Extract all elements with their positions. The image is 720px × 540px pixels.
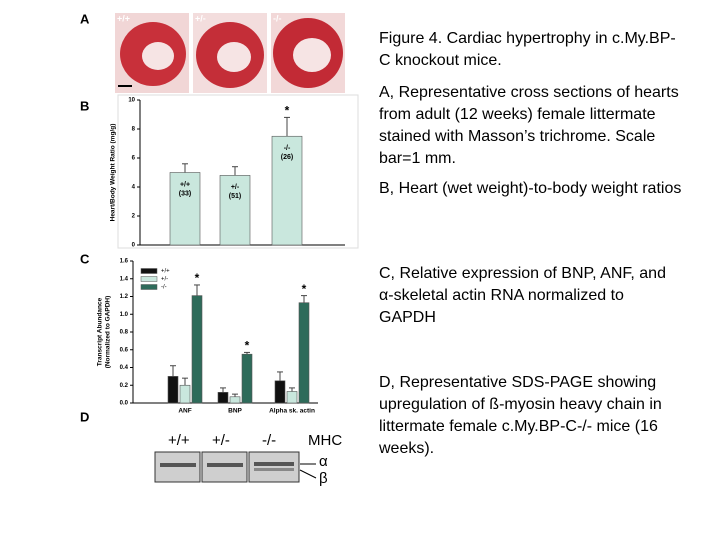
y-tick-label: 0 — [132, 243, 136, 249]
gel-lane — [248, 451, 300, 483]
bar — [298, 302, 310, 404]
legend-swatch — [140, 268, 158, 274]
bar-label: -/- — [284, 145, 291, 152]
panel-label: B — [80, 98, 89, 113]
bar — [191, 295, 203, 404]
lane-label: -/- — [262, 432, 276, 449]
bar-count: (51) — [229, 193, 241, 200]
legend-swatch — [140, 276, 158, 282]
legend-label: +/+ — [161, 269, 170, 275]
y-tick-label: 1.0 — [120, 312, 129, 318]
band — [160, 463, 196, 467]
y-tick-label: 10 — [128, 98, 135, 104]
y-tick-label: 8 — [132, 127, 136, 133]
bar — [219, 175, 251, 246]
bar-label: +/- — [231, 184, 240, 191]
heart-sections: +/+ +/- -/- — [115, 13, 345, 93]
bar-count: (26) — [281, 154, 293, 161]
bar-label: +/+ — [180, 181, 190, 188]
bar — [179, 384, 191, 404]
y-tick-label: 0.6 — [120, 347, 129, 353]
y-tick-label: 6 — [132, 156, 136, 162]
band — [254, 462, 294, 466]
legend-swatch — [140, 284, 158, 290]
caption-title: Figure 4. Cardiac hypertrophy in c.My.BP… — [379, 30, 676, 69]
x-tick-label: ANF — [178, 408, 191, 415]
y-tick-label: 0.2 — [120, 383, 129, 389]
lumen — [142, 42, 174, 70]
legend-label: +/- — [161, 277, 168, 283]
gel: +/+ +/- -/- MHC α β — [154, 432, 342, 487]
band-label: β — [319, 470, 328, 487]
genotype-label: +/- — [195, 13, 206, 23]
panel-label: D — [80, 409, 89, 424]
x-tick-label: BNP — [228, 408, 242, 415]
scale-bar — [118, 85, 132, 87]
marker-label: MHC — [308, 432, 342, 449]
y-axis-label: Transcript Abundance — [97, 297, 104, 366]
significance-mark: * — [285, 104, 290, 118]
y-tick-label: 1.4 — [120, 276, 129, 282]
y-tick-label: 2 — [132, 214, 136, 220]
lane-label: +/+ — [168, 432, 190, 449]
lane-label: +/- — [212, 432, 230, 449]
panel-label: A — [80, 11, 90, 26]
bar — [229, 396, 241, 404]
y-axis-label: (Normalized to GAPDH) — [105, 296, 112, 369]
caption-paragraph: A, Representative cross sections of hear… — [379, 84, 679, 167]
caption-paragraph: D, Representative SDS-PAGE showing upreg… — [379, 374, 662, 457]
x-tick-label: Alpha sk. actin — [269, 408, 315, 415]
band-label: α — [319, 453, 328, 470]
caption-paragraph: B, Heart (wet weight)-to-body weight rat… — [379, 180, 682, 197]
panel-label: C — [80, 251, 90, 266]
y-tick-label: 1.2 — [120, 294, 129, 300]
significance-mark: * — [302, 282, 307, 296]
genotype-label: -/- — [273, 13, 282, 23]
significance-mark: * — [195, 271, 200, 285]
y-tick-label: 4 — [132, 185, 136, 191]
lumen — [293, 38, 331, 72]
y-tick-label: 0.4 — [120, 365, 129, 371]
y-tick-label: 0.0 — [120, 401, 129, 407]
bar — [167, 376, 179, 404]
lumen — [217, 42, 251, 72]
band — [207, 463, 243, 467]
chart-frame — [117, 94, 359, 249]
bar — [241, 353, 253, 404]
genotype-label: +/+ — [117, 13, 130, 23]
band — [254, 468, 294, 471]
bar-count: (33) — [179, 190, 191, 197]
y-tick-label: 1.6 — [120, 259, 129, 265]
bar — [274, 380, 286, 404]
caption-paragraph: C, Relative expression of BNP, ANF, and … — [379, 265, 666, 326]
bar — [271, 135, 303, 246]
pointer — [299, 469, 317, 479]
y-axis-label: Heart/Body Weight Ratio (mg/g) — [110, 124, 117, 222]
significance-mark: * — [245, 339, 250, 353]
bar — [286, 391, 298, 404]
y-tick-label: 0.8 — [120, 330, 129, 336]
bar — [169, 172, 201, 246]
bar — [217, 392, 229, 404]
legend-label: -/- — [161, 285, 167, 291]
